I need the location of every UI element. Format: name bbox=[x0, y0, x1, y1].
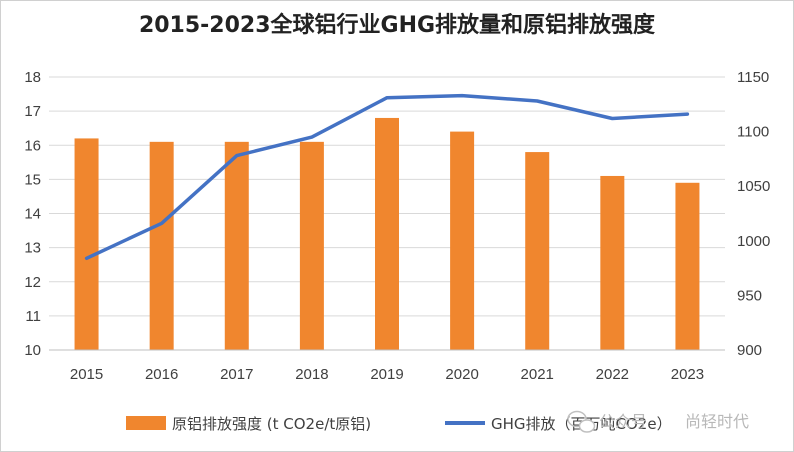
legend-bar-swatch bbox=[126, 416, 166, 430]
y-right-tick-label: 1000 bbox=[737, 233, 770, 250]
bar bbox=[375, 117, 399, 350]
y-left-tick-label: 10 bbox=[24, 342, 41, 359]
y-left-tick-label: 11 bbox=[25, 308, 41, 325]
bar bbox=[149, 141, 174, 350]
x-tick-label: 2020 bbox=[445, 366, 478, 383]
y-left-tick-label: 16 bbox=[24, 137, 41, 154]
y-left-tick-label: 14 bbox=[24, 206, 41, 223]
x-tick-label: 2021 bbox=[521, 366, 554, 383]
watermark-name: 尚轻时代 bbox=[685, 412, 749, 431]
y-right-tick-label: 1100 bbox=[737, 124, 769, 141]
x-tick-label: 2015 bbox=[70, 366, 103, 383]
y-right-tick-label: 950 bbox=[737, 287, 762, 304]
chart-title: 2015-2023全球铝行业GHG排放量和原铝排放强度 bbox=[139, 12, 656, 38]
y-right-tick-label: 1150 bbox=[737, 69, 769, 86]
bars-layer bbox=[74, 117, 700, 350]
y-left-tick-label: 12 bbox=[24, 274, 41, 291]
x-tick-label: 2017 bbox=[220, 366, 253, 383]
x-tick-label: 2022 bbox=[596, 366, 629, 383]
y-left-tick-label: 15 bbox=[24, 171, 41, 188]
axis-layer: 10 11 12 13 14 15 16 17 18 900 950 1000 1050 1100 1150… bbox=[24, 69, 770, 383]
x-tick-label: 2018 bbox=[295, 366, 328, 383]
bar bbox=[525, 152, 550, 350]
bar bbox=[224, 141, 249, 350]
bar bbox=[299, 141, 324, 350]
wechat-icon bbox=[567, 410, 596, 433]
bar bbox=[74, 138, 99, 350]
line-layer bbox=[84, 93, 690, 261]
y-left-tick-label: 17 bbox=[24, 103, 41, 120]
bar bbox=[675, 182, 700, 350]
ghg-emission-line bbox=[84, 93, 690, 261]
watermark-account: 公众号 bbox=[599, 412, 647, 431]
y-left-tick-label: 13 bbox=[24, 240, 41, 257]
bar bbox=[600, 175, 625, 350]
bar bbox=[450, 131, 475, 350]
y-left-tick-label: 18 bbox=[24, 69, 41, 86]
legend-bar-label: 原铝排放强度 (t CO2e/t原铝) bbox=[172, 415, 371, 433]
x-tick-label: 2019 bbox=[370, 366, 403, 383]
x-tick-label: 2023 bbox=[671, 366, 704, 383]
x-tick-label: 2016 bbox=[145, 366, 178, 383]
y-right-tick-label: 1050 bbox=[737, 178, 770, 195]
watermark: 公众号 尚轻时代 bbox=[567, 410, 749, 433]
y-right-tick-label: 900 bbox=[737, 342, 762, 359]
